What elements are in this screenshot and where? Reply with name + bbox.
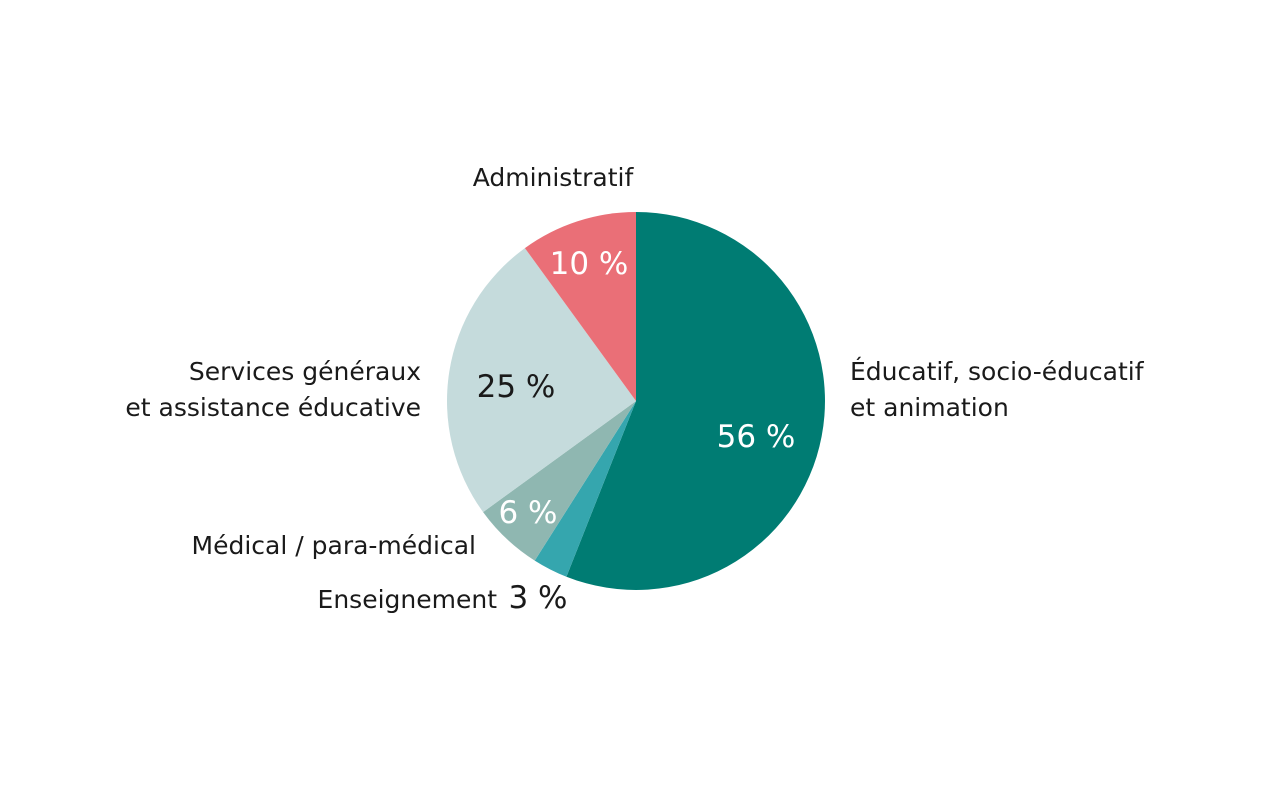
category-label-line: Enseignement [318, 585, 498, 614]
category-label-line: et animation [850, 393, 1009, 422]
category-label-line: Administratif [473, 163, 635, 192]
value-label-3: 6 % [498, 495, 557, 531]
category-label-line: Médical / para-médical [192, 531, 476, 560]
pie-slice-3 [483, 401, 636, 561]
pie-slice-5 [524, 212, 636, 401]
pie-slice-2 [534, 401, 636, 577]
category-labels: Éducatif, socio-éducatif et animation Ense… [125, 163, 1144, 614]
pie-slice-1 [566, 212, 825, 591]
category-label-line: Services généraux [189, 357, 421, 386]
category-label-3: Médical / para-médical [192, 531, 476, 560]
category-label-4: Services généraux et assistance éducative [125, 357, 421, 422]
pie-slice-4 [447, 248, 636, 513]
value-label-4: 25 % [477, 369, 556, 405]
pie-slices [447, 212, 825, 591]
category-label-line: Éducatif, socio-éducatif [850, 357, 1145, 386]
category-label-2: Enseignement [318, 585, 498, 614]
category-label-1: Éducatif, socio-éducatif et animation [850, 357, 1145, 422]
value-label-5: 10 % [550, 246, 629, 282]
category-label-line: et assistance éducative [125, 393, 421, 422]
value-label-1: 56 % [717, 419, 796, 455]
value-label-2: 3 % [508, 580, 567, 616]
value-labels: 56 % 3 % 6 % 25 % 10 % [477, 246, 796, 616]
category-label-5: Administratif [473, 163, 635, 192]
